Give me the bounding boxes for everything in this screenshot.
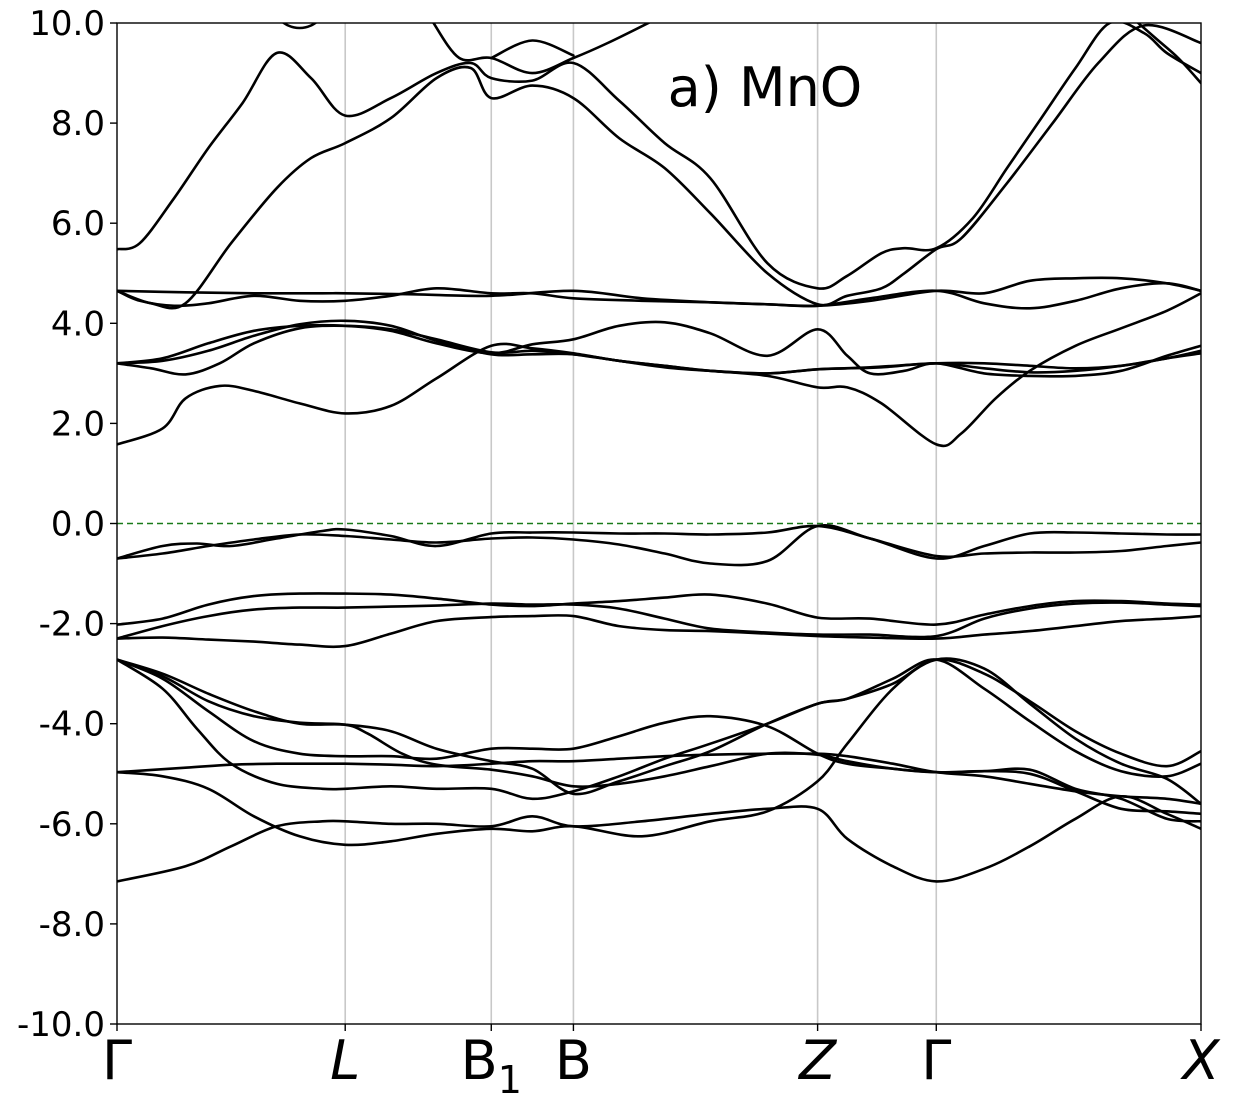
band-line-14 <box>117 319 1201 375</box>
kpoint-label: Γ <box>921 1029 951 1092</box>
band-line-17 <box>117 276 1201 308</box>
kpoint-label: B1 <box>461 1029 522 1098</box>
band-line-0 <box>117 794 1201 883</box>
band-series <box>117 23 1201 883</box>
band-line-16 <box>117 281 1201 310</box>
kpoint-lines <box>344 23 938 1024</box>
band-line-1 <box>117 657 1201 847</box>
band-line-8 <box>117 601 1201 640</box>
band-line-5 <box>117 658 1201 816</box>
band-line-10 <box>117 523 1201 567</box>
kpoint-label: L <box>330 1029 360 1092</box>
band-line-2 <box>117 752 1201 806</box>
y-tick-label: -2.0 <box>39 605 105 645</box>
y-tick-label: 10.0 <box>29 4 105 44</box>
y-tick-label: -4.0 <box>39 705 105 745</box>
band-line-11 <box>117 524 1201 560</box>
band-line-21 <box>431 23 652 75</box>
x-axis-kpoint-labels: Γ L B1 B Z Γ X <box>102 1024 1221 1098</box>
band-line-3 <box>117 658 1201 801</box>
band-line-4 <box>117 658 1201 823</box>
y-tick-label: 4.0 <box>51 304 105 344</box>
y-tick-label: 6.0 <box>51 204 105 244</box>
kpoint-label: Γ <box>102 1029 132 1092</box>
band-line-15 <box>117 320 1201 378</box>
y-tick-label: 2.0 <box>51 404 105 444</box>
y-axis-ticks: -10.0 -8.0 -6.0 -4.0 -2.0 0.0 2.0 4.0 6.0 8.0 10.0 <box>17 4 117 1045</box>
y-tick-label: -8.0 <box>39 905 105 945</box>
y-tick-label: -10.0 <box>17 1005 105 1045</box>
band-line-18 <box>117 23 1201 310</box>
band-line-22 <box>490 39 575 60</box>
y-tick-label: -6.0 <box>39 805 105 845</box>
kpoint-label: Z <box>797 1029 837 1092</box>
band-line-7 <box>117 614 1201 649</box>
y-tick-label: 8.0 <box>51 104 105 144</box>
band-line-23 <box>1136 23 1201 85</box>
y-tick-label: 0.0 <box>51 505 105 545</box>
kpoint-label: X <box>1180 1029 1221 1092</box>
band-line-12 <box>117 292 1201 448</box>
band-line-6 <box>117 658 1201 796</box>
band-line-19 <box>117 23 1201 290</box>
band-line-9 <box>117 592 1201 626</box>
chart-title: a) MnO <box>668 56 863 119</box>
kpoint-label: B <box>555 1029 592 1092</box>
